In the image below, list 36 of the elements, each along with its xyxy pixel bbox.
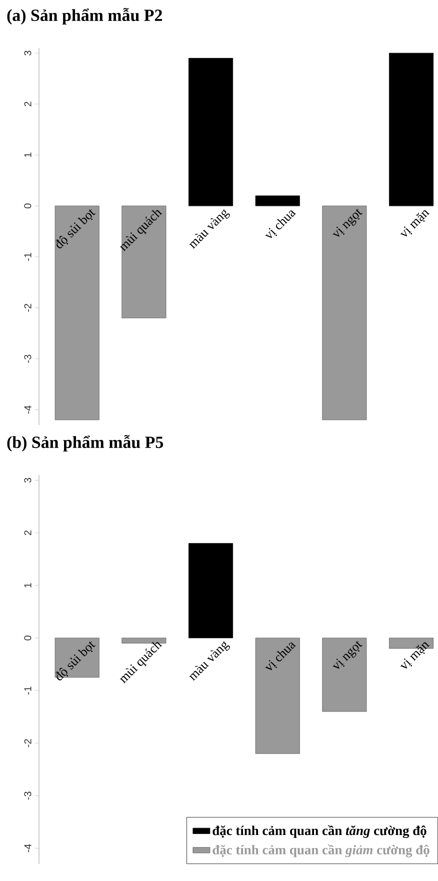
y-tick-label: -3 [24,792,32,800]
y-tick-label: 3 [24,50,32,56]
bar [389,52,434,206]
bar [188,58,234,206]
y-tick-label: -1 [24,686,32,695]
x-tick-label: vị ngọt [332,641,362,669]
bar [54,206,100,420]
x-tick-label: vị mặn [400,210,430,236]
y-tick-label: 2 [24,530,32,536]
x-tick-label: vị ngọt [332,209,362,237]
x-tick-label: màu vàng [189,209,230,249]
legend-label: đặc tính cảm quan cần tăng cường độ [212,825,426,838]
y-tick-label: 0 [24,204,32,208]
bar [322,206,367,420]
x-tick-label: vị mặn [400,642,430,668]
bar [122,206,166,318]
x-tick-label: màu vàng [189,641,230,681]
y-tick-label: 0 [24,636,32,640]
y-tick-label: -1 [24,252,32,261]
y-tick-label: 1 [24,152,32,157]
legend-label: đặc tính cảm quan cần giảm cường độ [212,844,430,858]
x-tick-label: vị chua [265,642,296,670]
y-tick-label: -3 [24,354,32,363]
y-tick-label: -2 [24,739,32,748]
y-tick-label: 3 [24,478,32,483]
x-tick-label: vị chua [265,210,296,238]
y-tick-label: -4 [24,406,32,414]
y-tick-label: -2 [24,304,32,312]
chart-title: (a) Sản phẩm mẫu P2 [7,8,162,24]
y-tick-label: -4 [24,844,32,852]
y-tick-label: 1 [24,583,32,588]
x-tick-label: độ sủi bọt [56,641,96,680]
chart-title: (b) Sản phẩm mẫu P5 [7,434,164,452]
y-tick-label: 2 [24,102,32,106]
bar [255,196,300,206]
x-tick-label: độ sủi bọt [56,209,96,248]
